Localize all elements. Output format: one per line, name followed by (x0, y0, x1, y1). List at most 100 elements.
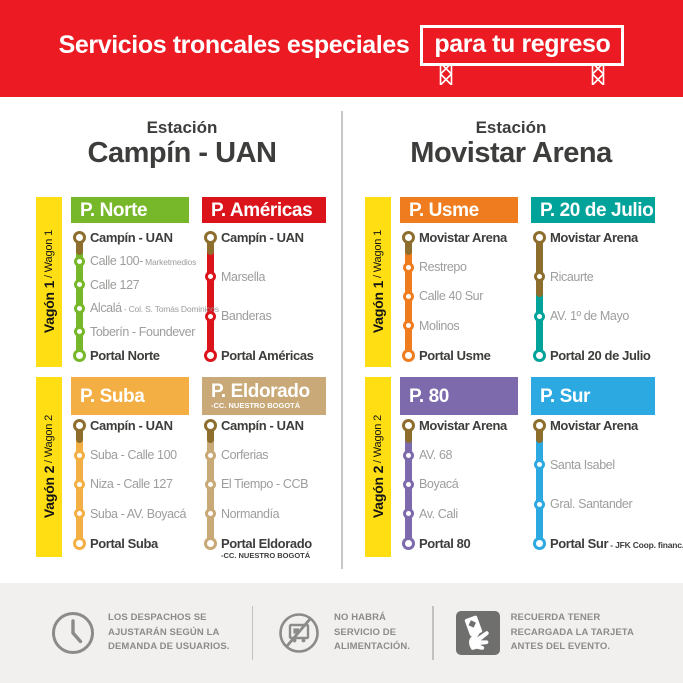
stop-marker (71, 349, 87, 362)
banner: Servicios troncales especiales para tu r… (0, 0, 683, 97)
stop-dot-icon (401, 419, 415, 432)
wagon-label-bold: Vagón 1 (370, 281, 386, 334)
stop-marker (400, 291, 416, 302)
wagon-row: Vagón 1 / Wagon 1 P. Norte Campín - UAN Cal… (36, 197, 341, 367)
footer-note-line: AJUSTARÁN SEGÚN LA (108, 626, 220, 638)
stop-label: Portal 80 (419, 536, 471, 551)
stop-label: Alcalá - Col. S. Tomás Dominicos (90, 301, 219, 315)
footer-note: RECUERDA TENER RECARGADA LA TARJETA ANTES … (455, 611, 634, 655)
stop-label: Calle 127 (90, 277, 140, 292)
route-header: P. 20 de Julio (531, 197, 655, 223)
route-header: P. Américas (202, 197, 326, 223)
stop-dot-icon (204, 271, 216, 283)
footer-note-text: RECUERDA TENER RECARGADA LA TARJETA ANTES … (511, 611, 634, 655)
stop-dot-icon (72, 349, 86, 362)
station-name: Campín - UAN (87, 136, 277, 169)
footer-note-line: SERVICIO DE (334, 626, 397, 638)
stop-row: Portal Américas (202, 347, 326, 363)
route-header: P. Eldorado -CC. NUESTRO BOGOTÁ (202, 377, 326, 415)
station-header: Estación Movistar Arena (365, 118, 657, 175)
station-label: Estación (475, 118, 547, 137)
stop-marker (202, 310, 218, 322)
footer-note-line: LOS DESPACHOS SE (108, 611, 207, 623)
stop-marker (202, 508, 218, 520)
stop-row: Campín - UAN (202, 231, 326, 244)
stop-row: Movistar Arena (400, 419, 518, 432)
stop-label: Portal 20 de Julio (550, 347, 651, 363)
stop-row: Calle 100- Marketmedios (71, 255, 196, 268)
stop-label-suffix: - Col. S. Tomás Dominicos (121, 304, 219, 314)
stop-dot-icon (401, 537, 415, 550)
stop-row: Molinos (400, 320, 518, 333)
stop-marker (531, 498, 547, 510)
stop-dot-icon (204, 310, 216, 322)
route-stop-list: Movistar Arena Ricaurte AV. 1º de Mayo Port… (531, 223, 655, 367)
stop-label-suffix: Marketmedios (142, 257, 197, 267)
stop-dot-icon (73, 508, 85, 520)
stop-dot-icon (402, 508, 414, 520)
stop-marker (202, 479, 218, 490)
stop-label: Suba - AV. Boyacá (90, 506, 187, 521)
stop-row: Alcalá - Col. S. Tomás Dominicos (71, 302, 219, 315)
station-label: Estación (146, 118, 218, 137)
wagon-bar: Vagón 2 / Wagon 2 (365, 377, 391, 557)
stop-dot-icon (203, 348, 217, 362)
stop-dot-icon (533, 310, 545, 322)
stop-dot-icon (73, 279, 85, 291)
stop-dot-icon (72, 419, 86, 432)
stop-label: Santa Isabel (550, 457, 615, 472)
stop-label: Campín - UAN (221, 230, 304, 245)
banner-highlight-text: para tu regreso (434, 30, 611, 58)
wagon-bar: Vagón 1 / Wagon 1 (365, 197, 391, 367)
stop-label: Normandía (221, 506, 280, 521)
stop-row: Campín - UAN (71, 231, 189, 244)
stop-marker (400, 231, 416, 244)
wagon-label-light: / Wagon 1 (372, 230, 384, 282)
stop-label: Campín - UAN (90, 418, 173, 433)
stop-row: AV. 68 (400, 449, 518, 462)
stop-dot-icon (72, 231, 86, 244)
stop-row: AV. 1º de Mayo (531, 310, 655, 323)
stop-row: Portal Usme (400, 349, 518, 362)
route-line-icon (75, 233, 83, 360)
station-header: Estación Campín - UAN (36, 118, 328, 175)
wagon-row: Vagón 2 / Wagon 2 P. Suba Campín - UAN Suba… (36, 377, 341, 560)
route-shared-segment-icon (404, 233, 412, 255)
stop-row: Boyacá (400, 478, 518, 491)
stop-label: Portal Américas (221, 347, 314, 363)
stop-label: Marsella (221, 269, 266, 284)
stop-marker (71, 326, 87, 338)
stop-marker (71, 479, 87, 490)
wagon-row: Vagón 1 / Wagon 1 P. Usme Movistar Arena Re… (365, 197, 682, 367)
card-recharge-icon (455, 611, 500, 655)
stop-marker (531, 348, 547, 362)
stop-marker (71, 508, 87, 520)
stop-row: El Tiempo - CCB (202, 478, 326, 491)
stop-marker (531, 310, 547, 322)
stop-dot-icon (73, 326, 85, 338)
stop-label: Movistar Arena (419, 230, 507, 245)
stations-area: Estación Campín - UAN Vagón 1 / Wagon 1 P. … (0, 97, 683, 583)
route-stop-list: Campín - UAN Suba - Calle 100 Niza - Calle… (71, 415, 189, 557)
stop-dot-icon (203, 537, 217, 550)
stop-marker (531, 536, 547, 550)
stop-dot-icon (73, 449, 85, 461)
stop-row: Normandía (202, 508, 326, 521)
stop-label: Suba - Calle 100 (90, 447, 177, 462)
footer-note-line: ANTES DEL EVENTO. (510, 641, 611, 653)
stop-row: Banderas (202, 310, 326, 323)
stop-label: Corferias (221, 447, 269, 462)
stop-marker (400, 479, 416, 490)
stop-dot-icon (204, 449, 216, 461)
stop-row: Portal 80 (400, 537, 518, 550)
stop-row: Portal Suba (71, 537, 189, 550)
route-line-icon (206, 233, 214, 360)
stop-dot-icon (532, 419, 546, 432)
route-card: P. Suba Campín - UAN Suba - Calle 100 Niza … (71, 377, 189, 557)
route-stop-list: Movistar Arena Restrepo Calle 40 Sur Molino… (400, 223, 518, 367)
stop-label: Boyacá (419, 477, 459, 492)
route-subtitle: -CC. NUESTRO BOGOTÁ (211, 401, 301, 410)
stop-row: Calle 40 Sur (400, 290, 518, 303)
route-stop-list: Movistar Arena Santa Isabel Gral. Santande… (531, 415, 683, 557)
route-shared-segment-icon (75, 233, 83, 255)
